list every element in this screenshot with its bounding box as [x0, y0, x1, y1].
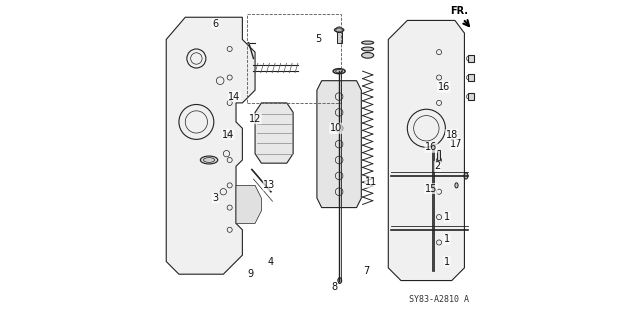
Ellipse shape [362, 41, 374, 44]
Text: 11: 11 [365, 177, 377, 187]
Text: 4: 4 [268, 257, 274, 267]
Ellipse shape [464, 173, 468, 179]
Ellipse shape [200, 156, 218, 164]
Text: 14: 14 [222, 130, 234, 140]
Polygon shape [166, 17, 255, 274]
Text: 16: 16 [438, 82, 450, 92]
Polygon shape [255, 103, 293, 163]
Polygon shape [317, 81, 361, 208]
Text: 18: 18 [446, 130, 458, 140]
Bar [468, 74, 474, 81]
Text: 10: 10 [330, 123, 342, 133]
Text: 7: 7 [363, 266, 369, 276]
Text: 9: 9 [247, 269, 254, 279]
Text: 5: 5 [315, 35, 322, 44]
Text: 15: 15 [425, 184, 438, 194]
Polygon shape [236, 185, 261, 223]
Bar [247, 14, 341, 103]
Ellipse shape [334, 28, 344, 32]
Ellipse shape [362, 52, 374, 58]
Text: 6: 6 [212, 19, 218, 28]
Text: 17: 17 [450, 139, 462, 149]
Bar [337, 32, 342, 43]
Text: 1: 1 [444, 212, 450, 222]
Ellipse shape [455, 183, 458, 188]
Text: 13: 13 [263, 180, 275, 190]
Text: 3: 3 [212, 193, 218, 203]
Text: 12: 12 [249, 114, 261, 124]
Text: 2: 2 [434, 161, 441, 171]
Text: 1: 1 [444, 234, 450, 244]
Ellipse shape [362, 47, 374, 51]
Bar [468, 55, 474, 62]
Ellipse shape [338, 278, 341, 284]
Text: 8: 8 [331, 282, 338, 292]
Polygon shape [389, 20, 464, 281]
Bar [468, 93, 474, 100]
Bar [438, 150, 440, 160]
Text: SY83-A2810 A: SY83-A2810 A [409, 295, 469, 304]
Text: 16: 16 [425, 142, 437, 152]
Ellipse shape [333, 69, 345, 74]
Text: FR.: FR. [450, 6, 468, 16]
Text: 14: 14 [228, 92, 241, 101]
Text: 1: 1 [444, 257, 450, 267]
